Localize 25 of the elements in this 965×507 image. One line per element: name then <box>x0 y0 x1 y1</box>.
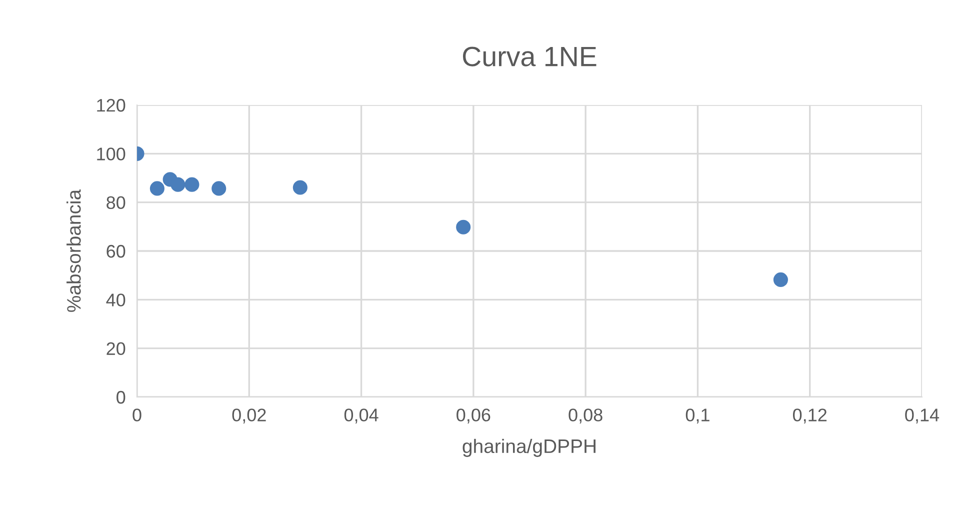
y-tick-label: 60 <box>106 244 126 258</box>
point <box>456 220 471 234</box>
x-tick-label: 0,02 <box>232 408 266 424</box>
point <box>773 272 788 287</box>
x-tick-label: 0,06 <box>456 408 490 424</box>
y-tick-label: 20 <box>106 342 126 356</box>
chart-title: Curva 1NE <box>462 46 596 66</box>
x-tick-label: 0,1 <box>686 408 710 424</box>
point <box>150 181 164 196</box>
point <box>170 177 186 192</box>
point <box>212 181 226 196</box>
x-tick-label: 0,08 <box>568 408 602 424</box>
x-tick-label: 0 <box>132 408 142 422</box>
y-axis-title: %absorbancia <box>66 189 81 312</box>
point <box>184 177 200 192</box>
x-axis-title: gharina/gDPPH <box>462 438 596 457</box>
y-tick-label: 120 <box>97 98 126 112</box>
y-tick-label: 0 <box>116 390 126 404</box>
y-tick-label: 40 <box>106 294 126 306</box>
x-tick-label: 0,04 <box>344 408 378 424</box>
x-tick-label: 0,14 <box>905 408 940 424</box>
x-tick-label: 0,12 <box>792 408 827 424</box>
point <box>292 180 308 195</box>
y-tick-label: 100 <box>97 148 126 160</box>
y-tick-label: 80 <box>106 196 126 210</box>
